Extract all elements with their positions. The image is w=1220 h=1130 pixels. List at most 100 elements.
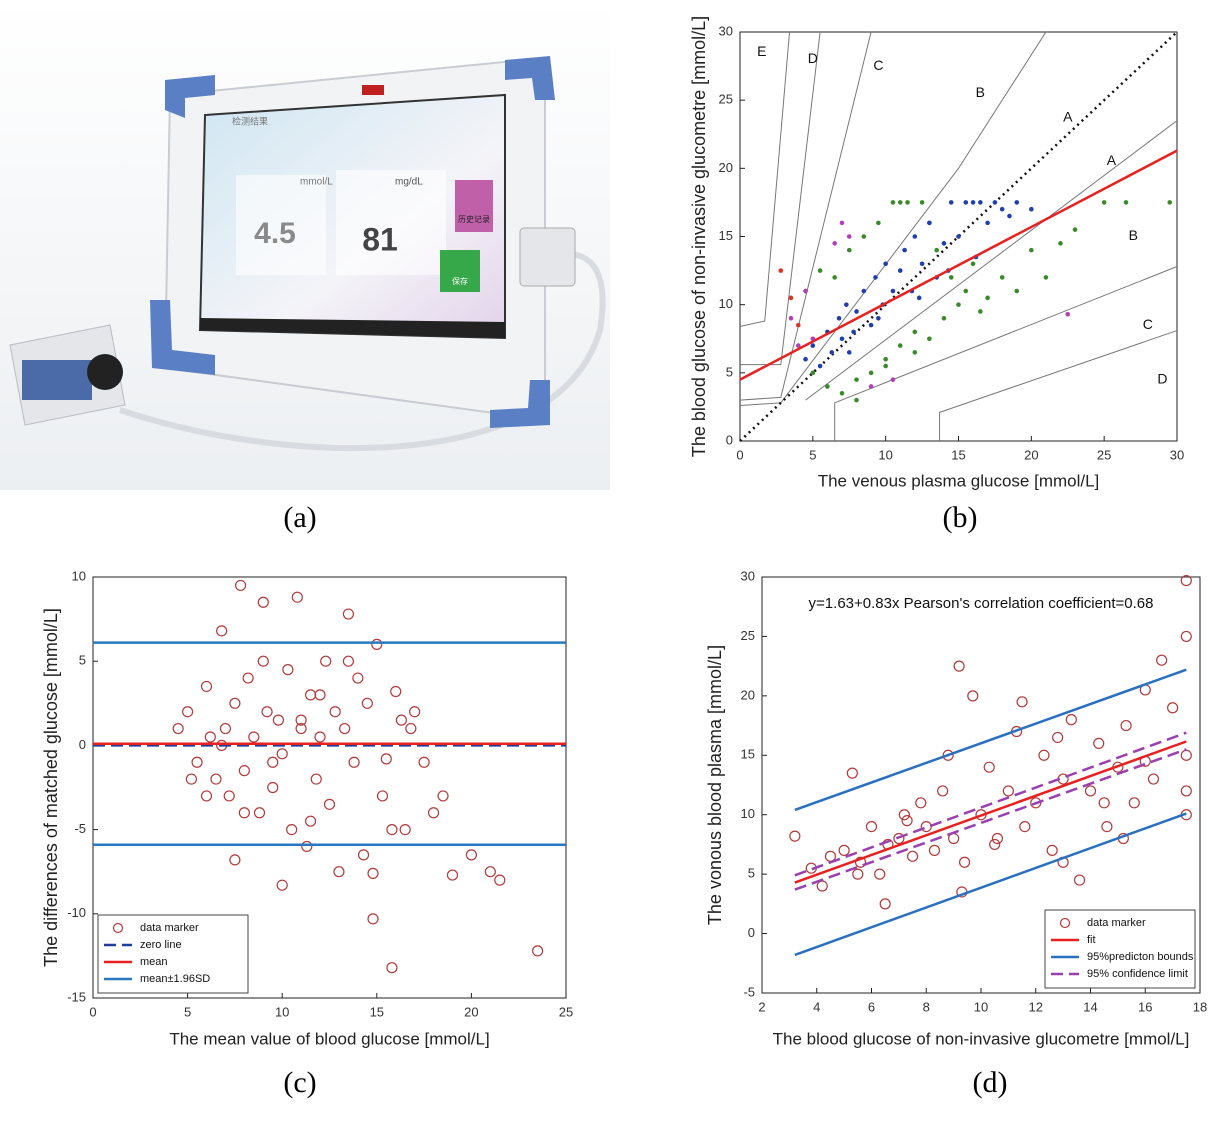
data-point [916,295,922,301]
data-point [832,275,837,280]
data-point [890,377,896,382]
data-point [844,302,849,307]
data-point [948,275,954,280]
panel-label: (b) [943,501,978,534]
data-point [803,356,808,362]
history-button[interactable] [455,180,493,232]
data-point [1046,844,1058,856]
x-tick-label: 20 [1024,447,1038,462]
data-point [304,689,317,701]
data-point [1029,247,1034,253]
data-point [295,722,307,735]
y-tick-label: 20 [719,160,733,175]
legend-symbol [112,922,124,934]
legend-label: zero line [140,939,182,951]
tablet-corner [505,56,555,100]
data-point [967,690,979,702]
data-point [234,579,247,592]
legend-label: data marker [140,922,199,934]
data-point [868,322,874,328]
data-point [229,697,241,709]
chart: 2 4 6 8 10 12 14 16 18 -5 0 5 10 15 20 25 30 The blood gl… [705,568,1207,1048]
legend-label: fit [1087,934,1096,946]
y-tick-label: -5 [743,984,755,999]
data-point [970,261,976,267]
data-point [367,913,379,925]
data-point [836,316,842,321]
data-point [985,295,990,301]
data-point [1002,785,1014,797]
zone-boundary [739,31,1047,407]
tablet-corner [490,380,550,428]
data-point [210,773,222,785]
data-point [934,247,939,253]
zone-boundary [739,31,791,327]
y-tick-label: 30 [741,568,755,583]
y-tick-label: 15 [719,228,733,243]
zone-label: D [1157,370,1167,386]
device-photo: 检测结果 mmol/L 4.5 mg/dL 81 历史记录 保存 [0,0,610,490]
legend-label: mean±1.96SD [140,973,210,985]
data-point [204,731,216,743]
data-point [1101,820,1113,833]
data-point [253,807,266,819]
x-tick-label: 2 [758,999,765,1014]
data-point [817,363,823,369]
data-point [1180,785,1192,797]
data-point [912,234,918,239]
data-point [832,241,837,246]
legend-label: mean [140,956,168,968]
reading-panel [236,175,326,275]
data-point [846,247,852,253]
zone-label: B [1129,227,1138,243]
legend-label: data marker [1087,917,1146,929]
data-point [883,363,888,369]
plot-frame [92,576,567,999]
data-point [890,200,896,205]
y-axis-label: The differences of matched glucose [mmol… [41,608,61,967]
data-point [291,591,303,603]
data-point [248,731,260,743]
data-point [427,807,440,819]
data-point [948,200,954,205]
y-tick-label: 5 [79,653,86,668]
data-point [399,823,411,836]
data-point [920,820,932,833]
data-point [371,638,383,650]
x-tick-label: 4 [813,999,820,1014]
zone-label: C [1143,316,1153,332]
y-tick-label: 20 [741,687,755,702]
data-point [854,377,859,382]
data-point [267,756,279,768]
data-point [390,685,402,698]
data-point [992,200,998,205]
data-point [395,714,407,726]
data-point [286,823,298,836]
panel-label: (c) [283,1066,316,1099]
connector [519,227,576,287]
data-point [200,790,213,802]
data-point [1120,719,1132,732]
data-point [941,241,947,246]
data-point [484,866,496,878]
data-point [839,220,845,226]
data-point [905,200,910,205]
unit-label: mg/dL [395,177,423,188]
data-point [314,731,326,743]
data-point [1016,696,1028,708]
x-tick-label: 5 [809,447,816,462]
save-button[interactable] [440,250,480,292]
data-point [1029,206,1034,212]
data-point [1180,574,1192,587]
button-label: 保存 [452,276,468,286]
y-tick-label: 25 [719,92,733,107]
data-point [261,706,273,718]
bounds-line [794,748,1187,891]
data-point [1073,874,1086,886]
data-point [1030,797,1042,809]
data-point [989,838,1001,851]
data-point [1058,241,1063,246]
nav-bar [200,318,505,338]
data-point [405,722,417,735]
y-tick-label: -10 [67,905,86,920]
